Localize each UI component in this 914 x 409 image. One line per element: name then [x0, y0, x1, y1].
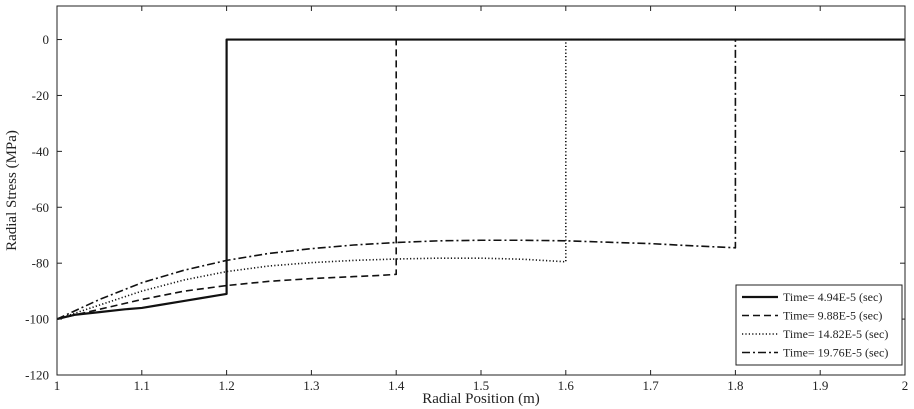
plot-content: [56, 6, 905, 375]
y-tick-label: -80: [32, 256, 49, 271]
y-tick-label: -60: [32, 200, 49, 215]
x-tick-label: 1.6: [558, 378, 575, 393]
y-tick-label: -120: [25, 368, 49, 383]
series-line-2: [56, 38, 905, 320]
legend-box: [735, 284, 903, 366]
y-tick-label: 0: [43, 32, 50, 47]
x-tick-label: 2: [902, 378, 909, 393]
x-tick-label: 1.4: [388, 378, 405, 393]
series-line-3: [56, 38, 905, 320]
x-tick-label: 1.5: [473, 378, 489, 393]
y-axis-label: Radial Stress (MPa): [4, 130, 20, 251]
x-tick-label: 1.2: [218, 378, 234, 393]
legend-label-2: Time= 9.88E-5 (sec): [783, 309, 882, 323]
legend-label-4: Time= 19.76E-5 (sec): [783, 346, 888, 360]
x-tick-label: 1.7: [642, 378, 659, 393]
x-axis-label: Radial Position (m): [422, 391, 540, 407]
legend-label-1: Time= 4.94E-5 (sec): [783, 290, 882, 304]
x-tick-label: 1.9: [812, 378, 828, 393]
series-line-4: [56, 38, 905, 320]
legend-label-3: Time= 14.82E-5 (sec): [783, 327, 888, 341]
axes: 1 1.1 1.2 1.3 1.4 1.5 1.6 1.7 1.8 1.9 2 0 -20 -40 -60 -…: [25, 5, 909, 393]
legend: Time= 4.94E-5 (sec) Time= 9.88E-5 (sec) Ti…: [735, 284, 903, 366]
x-tick-label: 1.8: [727, 378, 743, 393]
y-tick-label: -100: [25, 312, 49, 327]
y-tick-label: -40: [32, 144, 49, 159]
x-tick-label: 1.3: [303, 378, 319, 393]
x-tick-label: 1: [54, 378, 61, 393]
y-tick-label: -20: [32, 88, 49, 103]
x-tick-label: 1.1: [134, 378, 150, 393]
